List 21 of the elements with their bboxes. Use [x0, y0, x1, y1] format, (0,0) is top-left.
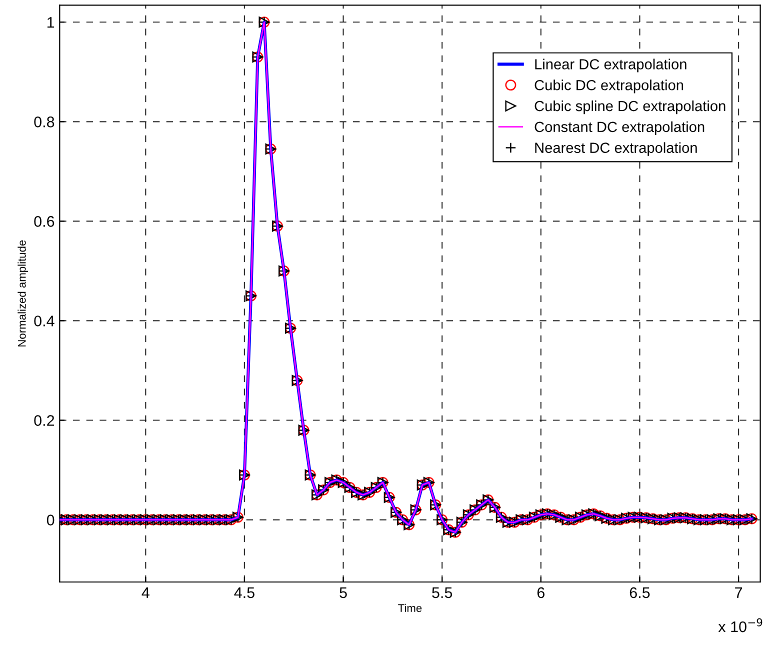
x-tick-label: 7	[735, 587, 742, 598]
legend-label: Linear DC extrapolation	[535, 58, 686, 72]
x-tick-label: 6	[537, 587, 544, 598]
y-tick-label: 0.4	[34, 316, 54, 326]
y-tick-label: 0.2	[34, 415, 54, 426]
x-tick-label: 6.5	[630, 587, 650, 598]
y-tick-label: 0	[46, 514, 54, 526]
x-tick-label: 4.5	[234, 587, 254, 598]
y-tick-label: 0.8	[34, 116, 54, 128]
legend-label: Constant DC extrapolation	[534, 121, 704, 135]
y-tick-label: 0.6	[34, 216, 54, 227]
y-tick-label: 1	[47, 17, 54, 28]
legend-label: Cubic spline DC extrapolation	[534, 100, 726, 114]
text: x 10$^{−9}$	[718, 618, 762, 632]
x-axis-title: Time	[398, 604, 422, 612]
x-tick-label: 4	[142, 587, 150, 598]
y-axis-title: Normalized amplitude	[18, 240, 28, 346]
legend-label: Cubic DC extrapolation	[534, 80, 684, 94]
x-tick-label: 5.5	[432, 587, 452, 598]
legend-label: Nearest DC extrapolation	[535, 142, 697, 156]
x-tick-label: 5	[340, 587, 347, 598]
